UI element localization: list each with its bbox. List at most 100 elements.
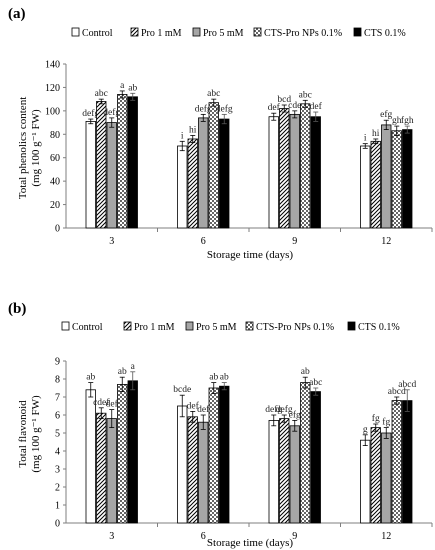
chart-total-phenolics: (a) Control Pro 1 mM Pro 5 mM CTS-Pro NPs 0… [8, 6, 433, 261]
significance-label-a-1-0: i [181, 131, 184, 141]
significance-label-a-2-0: def [268, 102, 281, 113]
significance-label-b-1-4: ab [220, 373, 229, 383]
x-axis-title-a: Storage time (days) [207, 249, 293, 261]
legend-label-b-4: CTS 0.1% [358, 322, 400, 333]
bar-b-0-0 [85, 389, 96, 524]
significance-label-a-2-1: bcd [277, 95, 291, 105]
legend-swatch-b-0 [61, 321, 70, 331]
legend-swatch-b-1 [123, 321, 132, 331]
bar-b-2-4 [310, 391, 321, 524]
significance-label-a-3-0: i [364, 134, 367, 144]
y-tick-label-a-7: 140 [45, 60, 60, 71]
legend-a: Control Pro 1 mM Pro 5 mM CTS-Pro NPs 0.1% C… [71, 27, 406, 39]
bar-a-1-3 [208, 102, 219, 229]
bar-a-3-4 [402, 129, 413, 229]
x-tick-label-b-1: 6 [201, 531, 206, 542]
significance-label-b-3-4: abcd [398, 380, 416, 390]
significance-label-b-0-0: ab [86, 373, 95, 383]
bar-b-0-2 [106, 418, 117, 524]
panel-label-a: (a) [8, 6, 26, 22]
significance-label-a-2-3: abc [299, 90, 312, 100]
bar-b-3-3 [391, 400, 402, 524]
x-tick-label-a-2: 9 [292, 236, 297, 247]
significance-label-b-3-1: fg [372, 413, 380, 424]
bar-b-2-0 [268, 419, 279, 524]
bar-b-1-1 [187, 416, 198, 524]
significance-label-a-0-1: abc [95, 89, 108, 99]
bar-a-2-1 [279, 108, 290, 229]
significance-label-a-0-2: defg [103, 107, 120, 118]
y-tick-label-a-2: 40 [50, 177, 60, 188]
legend-label-a-2: Pro 5 mM [203, 28, 244, 39]
y-tick-label-a-4: 80 [50, 130, 60, 141]
bar-a-0-1 [96, 101, 107, 229]
legend-label-b-2: Pro 5 mM [196, 322, 237, 333]
bar-a-3-1 [370, 140, 381, 229]
significance-label-b-0-1: cdef [93, 397, 110, 408]
significance-label-a-2-2: cde [288, 101, 301, 111]
legend-label-a-4: CTS 0.1% [364, 28, 406, 39]
legend-label-a-1: Pro 1 mM [141, 28, 182, 39]
legend-label-a-0: Control [82, 28, 113, 39]
legend-swatch-a-1 [130, 27, 139, 37]
legend-swatch-a-4 [353, 27, 362, 37]
legend-label-b-3: CTS-Pro NPs 0.1% [256, 322, 334, 333]
x-tick-label-a-0: 3 [109, 236, 114, 247]
significance-label-a-0-4: ab [128, 83, 137, 93]
y-axis-title-b-line1: Total flavonoid [17, 400, 29, 468]
significance-label-a-0-0: defg [82, 108, 99, 119]
bar-a-3-3 [391, 130, 402, 229]
significance-label-a-3-2: efg [380, 109, 392, 120]
y-axis-title-b-line2: (mg 100 g⁻¹ FW) [30, 395, 42, 473]
x-tick-label-b-2: 9 [292, 531, 297, 542]
panel-label-b: (b) [8, 301, 26, 317]
legend-swatch-a-3 [253, 27, 262, 37]
legend-b: Control Pro 1 mM Pro 5 mM CTS-Pro NPs 0.1% C… [61, 321, 400, 333]
y-tick-label-b-2: 2 [55, 483, 60, 494]
bar-a-1-0 [177, 145, 188, 229]
bar-b-3-2 [381, 432, 392, 524]
significance-label-b-3-3: abcd [388, 387, 406, 397]
legend-swatch-a-2 [192, 27, 201, 37]
bar-b-2-1 [279, 418, 290, 524]
y-tick-label-b-9: 9 [55, 357, 60, 368]
y-tick-label-a-0: 0 [55, 224, 60, 235]
bar-a-3-0 [360, 145, 371, 229]
bar-a-2-0 [268, 116, 279, 229]
x-tick-label-b-0: 3 [109, 531, 114, 542]
bar-b-3-1 [370, 427, 381, 524]
x-axis-title-b: Storage time (days) [207, 537, 293, 549]
significance-label-b-0-3: ab [118, 367, 127, 377]
significance-label-b-2-3: ab [301, 367, 310, 377]
significance-label-a-1-4: defg [216, 103, 233, 114]
bar-b-0-4 [127, 380, 138, 524]
legend-label-b-1: Pro 1 mM [134, 322, 175, 333]
bar-b-0-3 [117, 383, 128, 524]
significance-label-b-0-2: def [106, 399, 119, 410]
significance-label-b-0-4: a [131, 362, 136, 372]
bar-a-0-2 [106, 122, 117, 229]
significance-label-a-1-1: hi [189, 125, 197, 135]
significance-label-b-1-1: def [187, 400, 200, 411]
significance-label-b-2-0: defg [265, 404, 282, 415]
bar-a-2-3 [300, 103, 311, 229]
significance-label-b-1-3: ab [209, 373, 218, 383]
y-tick-label-b-1: 1 [55, 501, 60, 512]
bar-a-2-4 [310, 116, 321, 229]
y-tick-label-b-6: 6 [55, 411, 60, 422]
y-tick-label-b-8: 8 [55, 375, 60, 386]
bar-a-0-0 [85, 121, 96, 229]
significance-label-a-3-4: fgh [401, 115, 414, 126]
bar-b-1-4 [219, 385, 230, 524]
bar-a-1-4 [219, 118, 230, 229]
x-tick-label-a-3: 12 [381, 236, 391, 247]
bar-a-3-2 [381, 124, 392, 229]
significance-label-a-3-3: gh [392, 116, 402, 126]
bar-b-1-3 [208, 387, 219, 524]
x-tick-label-a-1: 6 [201, 236, 206, 247]
y-tick-label-a-1: 20 [50, 200, 60, 211]
y-axis-title-a-line1: Total phenolics content [17, 97, 29, 199]
significance-label-a-2-4: def [310, 101, 323, 112]
bar-a-1-2 [198, 117, 209, 229]
